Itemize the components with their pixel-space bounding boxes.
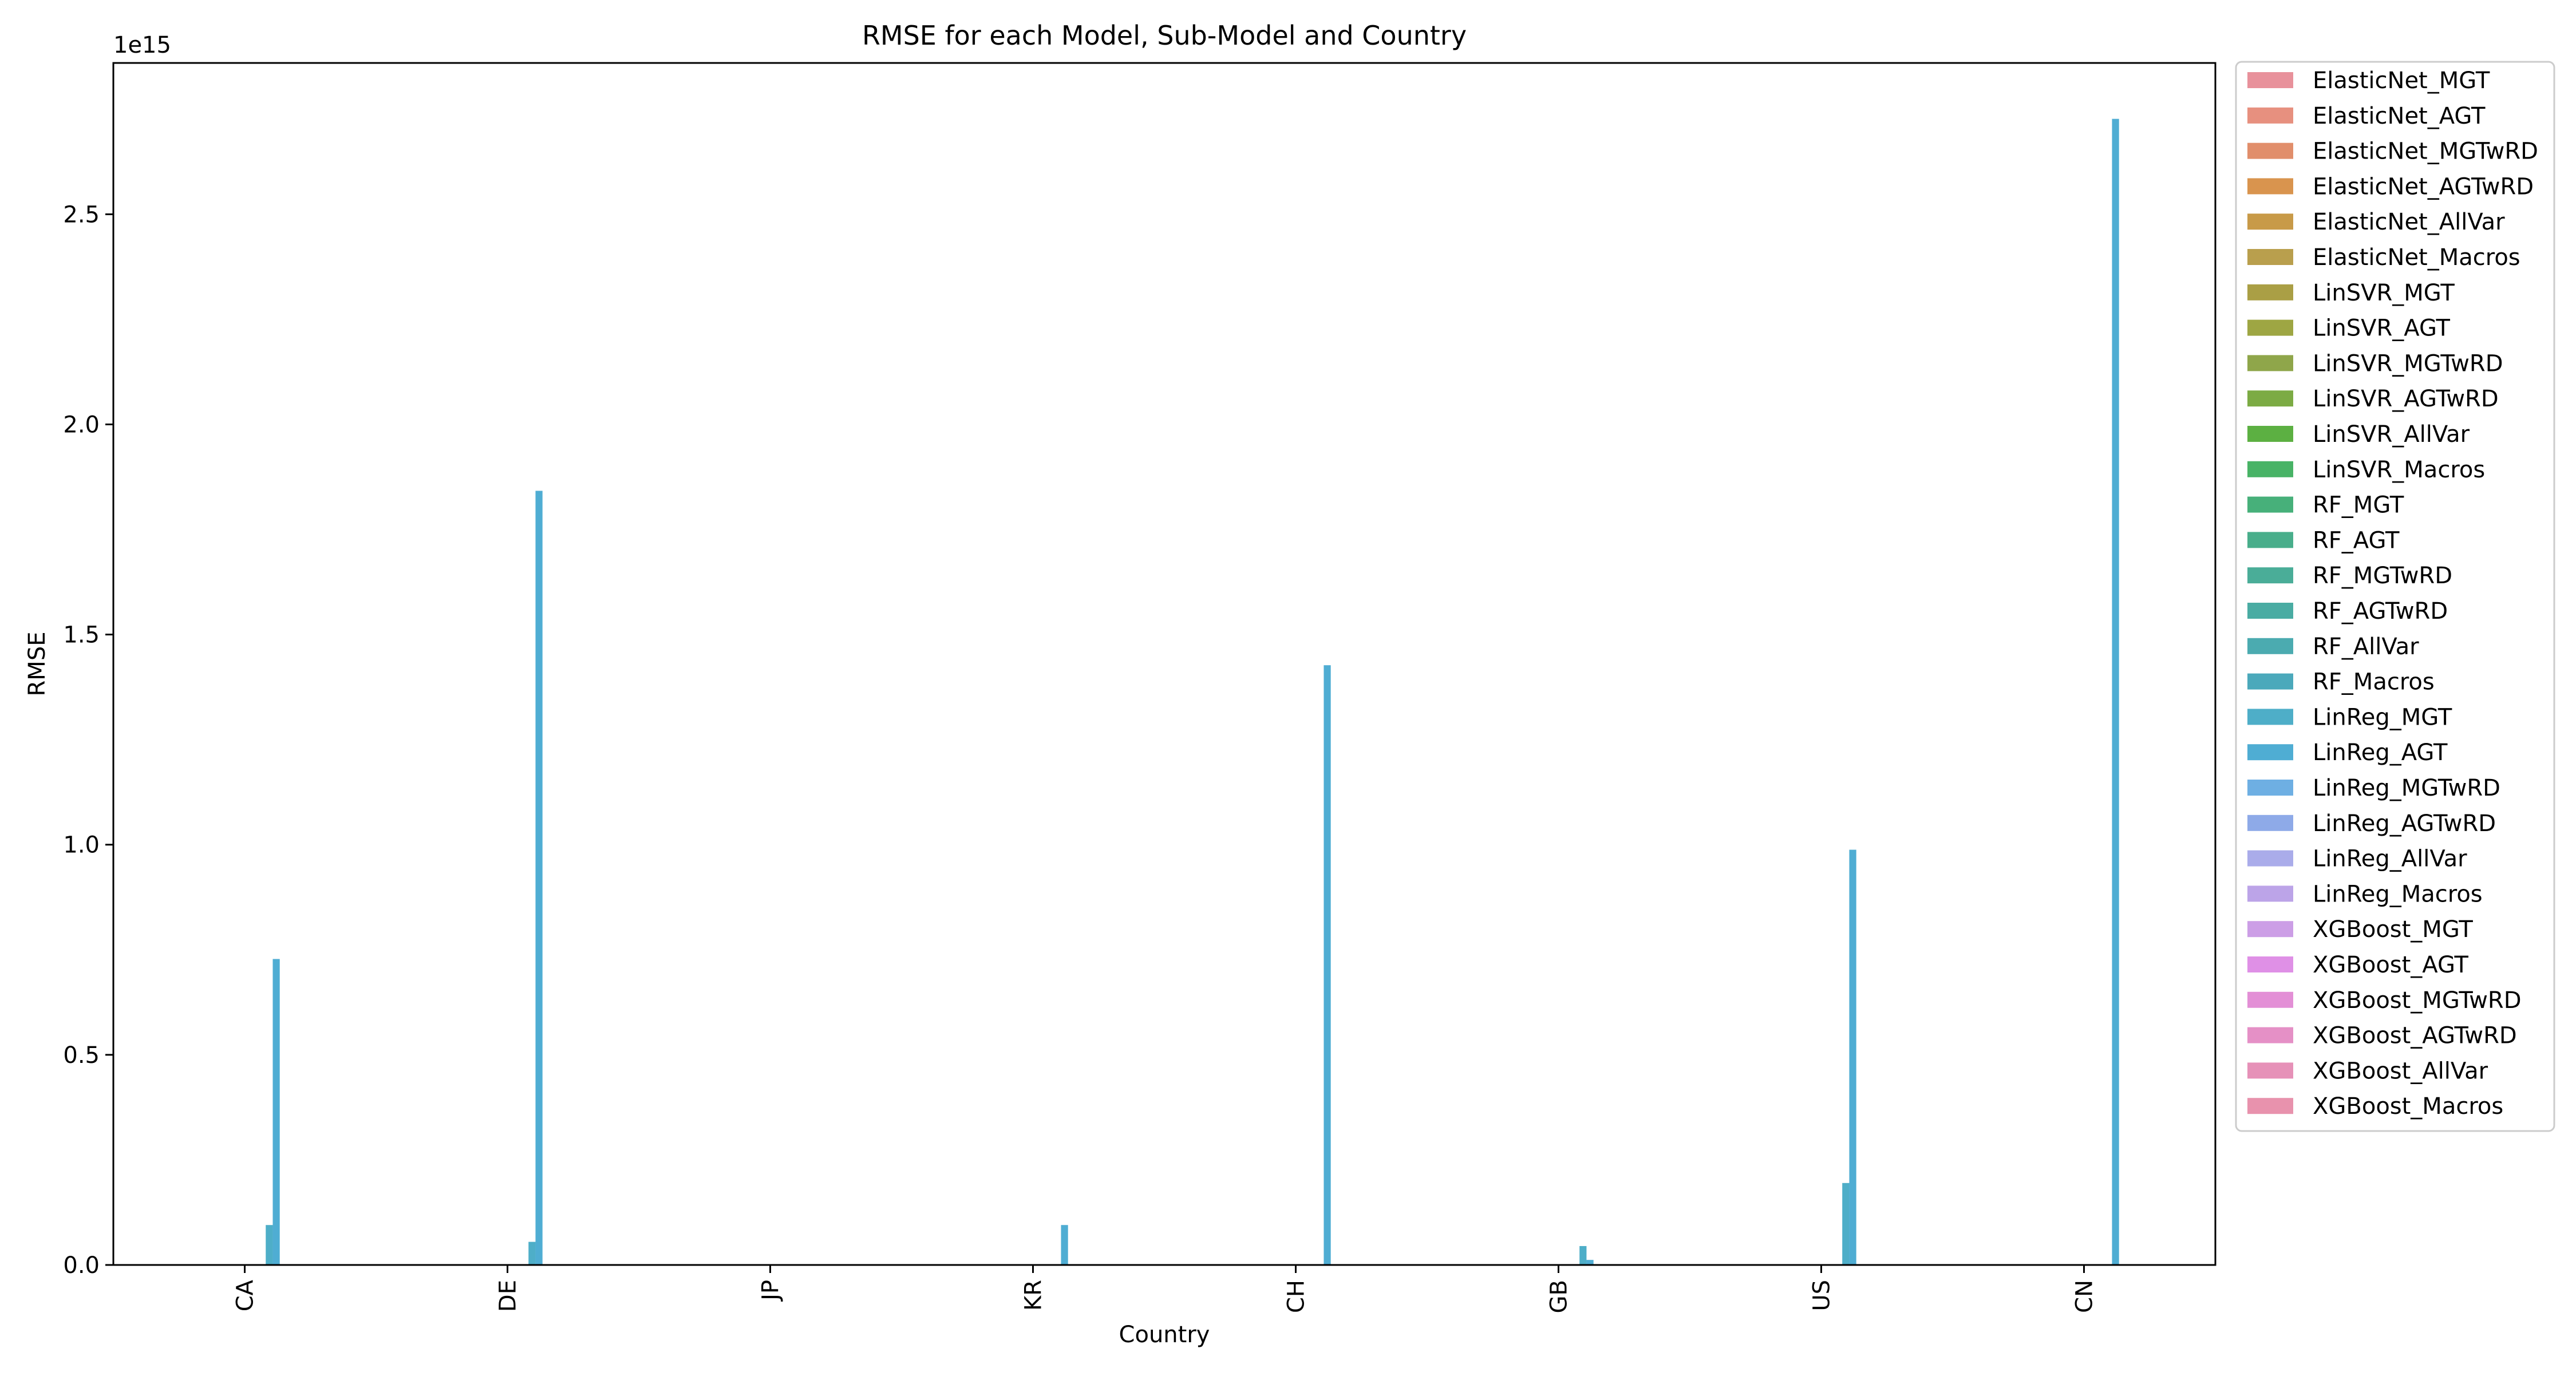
x-tick-label: GB xyxy=(1546,1280,1573,1313)
legend-swatch xyxy=(2247,249,2293,265)
legend-swatch xyxy=(2247,780,2293,796)
bar xyxy=(1586,1260,1594,1265)
legend-swatch xyxy=(2247,178,2293,195)
plot-frame xyxy=(112,62,2217,1266)
legend-label: LinSVR_MGT xyxy=(2313,280,2455,306)
legend-label: XGBoost_AGTwRD xyxy=(2313,1023,2517,1049)
legend-label: LinSVR_Macros xyxy=(2313,457,2485,483)
legend-swatch xyxy=(2247,638,2293,654)
y-tick-label: 2.5 xyxy=(63,201,100,228)
legend-label: XGBoost_AGT xyxy=(2313,952,2469,978)
legend-swatch xyxy=(2247,426,2293,442)
legend-label: XGBoost_MGTwRD xyxy=(2313,987,2522,1014)
legend-label: RF_AGT xyxy=(2313,527,2400,553)
legend-swatch xyxy=(2247,956,2293,972)
legend-label: ElasticNet_AllVar xyxy=(2313,209,2505,235)
legend-label: ElasticNet_AGTwRD xyxy=(2313,173,2534,200)
legend-swatch xyxy=(2247,461,2293,477)
legend-swatch xyxy=(2247,390,2293,407)
x-tick-label: CH xyxy=(1283,1280,1310,1313)
y-axis-label: RMSE xyxy=(24,632,50,697)
legend-swatch xyxy=(2247,284,2293,300)
x-tick-label: JP xyxy=(758,1280,784,1302)
legend-label: ElasticNet_Macros xyxy=(2313,244,2520,271)
x-axis: CA DE JP KR CH GB US CN xyxy=(232,1265,2098,1313)
bar xyxy=(272,959,280,1265)
y-tick-label: 0.5 xyxy=(63,1042,100,1069)
legend-label: LinReg_MGTwRD xyxy=(2313,775,2500,801)
y-axis: 0.0 0.5 1.0 1.5 2.0 2.5 xyxy=(63,201,113,1279)
legend-label: RF_AllVar xyxy=(2313,634,2419,660)
legend-swatch xyxy=(2247,1062,2293,1079)
bar xyxy=(266,1225,273,1265)
legend-swatch xyxy=(2247,991,2293,1008)
legend-label: LinReg_AGTwRD xyxy=(2313,810,2496,837)
legend-frame xyxy=(2235,61,2555,1132)
legend-label: LinReg_Macros xyxy=(2313,881,2483,907)
x-axis-label: Country xyxy=(1119,1322,1210,1348)
legend-label: XGBoost_MGT xyxy=(2313,916,2473,943)
legend-label: LinSVR_AGTwRD xyxy=(2313,386,2499,412)
legend-swatch xyxy=(2247,744,2293,761)
legend-label: LinSVR_MGTwRD xyxy=(2313,350,2503,377)
legend-swatch xyxy=(2247,921,2293,938)
legend-label: LinSVR_AllVar xyxy=(2313,421,2470,448)
legend-swatch xyxy=(2247,213,2293,230)
bar xyxy=(1061,1225,1068,1265)
legend-label: RF_MGTwRD xyxy=(2313,563,2452,589)
legend-swatch xyxy=(2247,1027,2293,1043)
legend-swatch xyxy=(2247,567,2293,584)
bar xyxy=(535,491,543,1265)
legend-label: RF_AGTwRD xyxy=(2313,598,2448,624)
x-tick-label: CN xyxy=(2072,1280,2098,1313)
legend-swatch xyxy=(2247,72,2293,88)
legend-swatch xyxy=(2247,107,2293,124)
legend-swatch xyxy=(2247,319,2293,336)
legend-label: XGBoost_AllVar xyxy=(2313,1058,2488,1084)
legend-swatch xyxy=(2247,355,2293,371)
bar xyxy=(2112,118,2119,1265)
y-axis-offset-label: 1e15 xyxy=(113,32,171,58)
y-tick-label: 1.0 xyxy=(63,832,100,859)
legend-swatch xyxy=(2247,1098,2293,1114)
legend-swatch xyxy=(2247,814,2293,831)
legend-swatch xyxy=(2247,673,2293,690)
y-tick-label: 2.0 xyxy=(63,412,100,438)
bar xyxy=(1579,1245,1587,1265)
legend-swatch xyxy=(2247,850,2293,867)
legend-label: RF_Macros xyxy=(2313,669,2435,695)
legend-label: LinReg_AllVar xyxy=(2313,846,2467,872)
bar xyxy=(1842,1183,1850,1265)
legend-swatch xyxy=(2247,885,2293,902)
legend-swatch xyxy=(2247,496,2293,513)
legend-swatch xyxy=(2247,532,2293,548)
legend-label: LinSVR_AGT xyxy=(2313,315,2451,342)
x-tick-label: US xyxy=(1809,1280,1835,1311)
bar xyxy=(1323,665,1331,1265)
y-tick-label: 0.0 xyxy=(63,1252,100,1279)
legend-label: ElasticNet_AGT xyxy=(2313,103,2486,129)
legend-label: LinReg_AGT xyxy=(2313,740,2448,766)
legend-label: XGBoost_Macros xyxy=(2313,1093,2503,1120)
y-tick-label: 1.5 xyxy=(63,622,100,649)
legend-label: ElasticNet_MGT xyxy=(2313,68,2490,94)
legend-swatch xyxy=(2247,603,2293,619)
legend-swatch xyxy=(2247,143,2293,159)
legend-label: ElasticNet_MGTwRD xyxy=(2313,139,2538,165)
legend: ElasticNet_MGT ElasticNet_AGT ElasticNet_M… xyxy=(2235,61,2555,1132)
legend-swatch xyxy=(2247,709,2293,725)
legend-label: RF_MGT xyxy=(2313,492,2404,519)
bars-layer xyxy=(266,118,2119,1265)
x-tick-label: CA xyxy=(232,1279,259,1311)
x-tick-label: DE xyxy=(495,1280,521,1312)
chart-title: RMSE for each Model, Sub-Model and Count… xyxy=(862,20,1467,51)
legend-label: LinReg_MGT xyxy=(2313,704,2452,730)
bar xyxy=(528,1241,536,1265)
x-tick-label: KR xyxy=(1021,1280,1047,1311)
bar xyxy=(1849,849,1856,1265)
